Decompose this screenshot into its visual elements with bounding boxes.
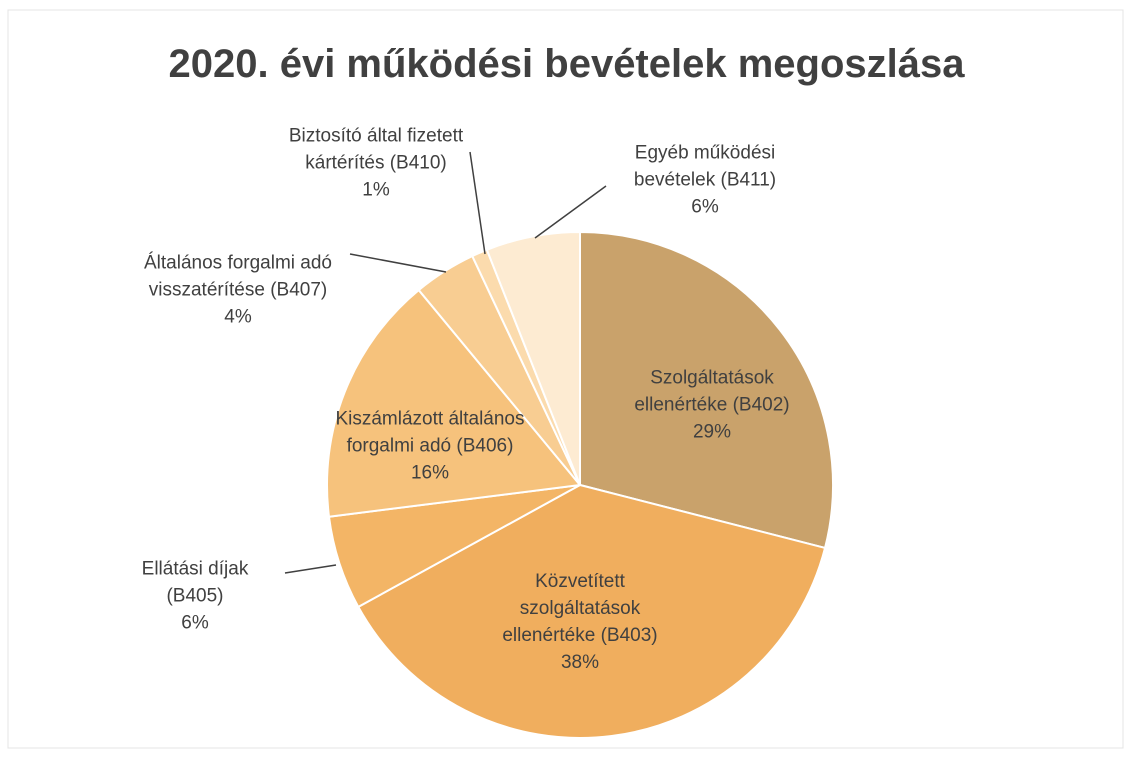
slice-label: Egyéb működési bevételek (B411) 6% xyxy=(600,140,810,221)
value-label: 38% xyxy=(560,652,600,673)
slice-label: Kiszámlázott általános forgalmi adó (B40… xyxy=(325,406,535,487)
category-label: Biztosító által fizetett kártérítés (B41… xyxy=(288,125,464,174)
value-label: 6% xyxy=(181,612,209,634)
category-label: Közvetített szolgáltatások ellenértéke (… xyxy=(502,571,658,646)
chart-title: 2020. évi működési bevételek megoszlása xyxy=(168,42,965,86)
slice-label: Közvetített szolgáltatások ellenértéke (… xyxy=(495,568,665,676)
slice-label: Általános forgalmi adó visszatérítése (B… xyxy=(123,250,353,331)
category-label: Általános forgalmi adó visszatérítése (B… xyxy=(144,252,332,301)
pie-slice xyxy=(579,230,834,550)
leader-line xyxy=(349,253,447,273)
pie-slice xyxy=(356,483,827,739)
pie-slice xyxy=(485,230,581,486)
category-label: Egyéb működési bevételek (B411) xyxy=(633,142,777,191)
value-label: 1% xyxy=(362,179,390,201)
value-label: 16% xyxy=(410,462,450,484)
leader-line xyxy=(469,151,486,255)
slice-label: Szolgáltatások ellenértéke (B402) 29% xyxy=(607,365,817,446)
value-label: 29% xyxy=(692,421,732,443)
slice-label: Ellátási díjak (B405) 6% xyxy=(125,556,265,637)
pie-slice xyxy=(326,288,582,518)
slice-label: Biztosító által fizetett kártérítés (B41… xyxy=(271,123,481,204)
category-label: Ellátási díjak (B405) xyxy=(141,558,249,607)
category-label: Kiszámlázott általános forgalmi adó (B40… xyxy=(335,408,525,457)
leader-line xyxy=(534,185,607,239)
value-label: 6% xyxy=(691,196,719,218)
category-label: Szolgáltatások ellenértéke (B402) xyxy=(634,367,790,416)
leader-line xyxy=(284,564,337,574)
value-label: 4% xyxy=(224,306,252,328)
chart-border xyxy=(7,9,1124,749)
